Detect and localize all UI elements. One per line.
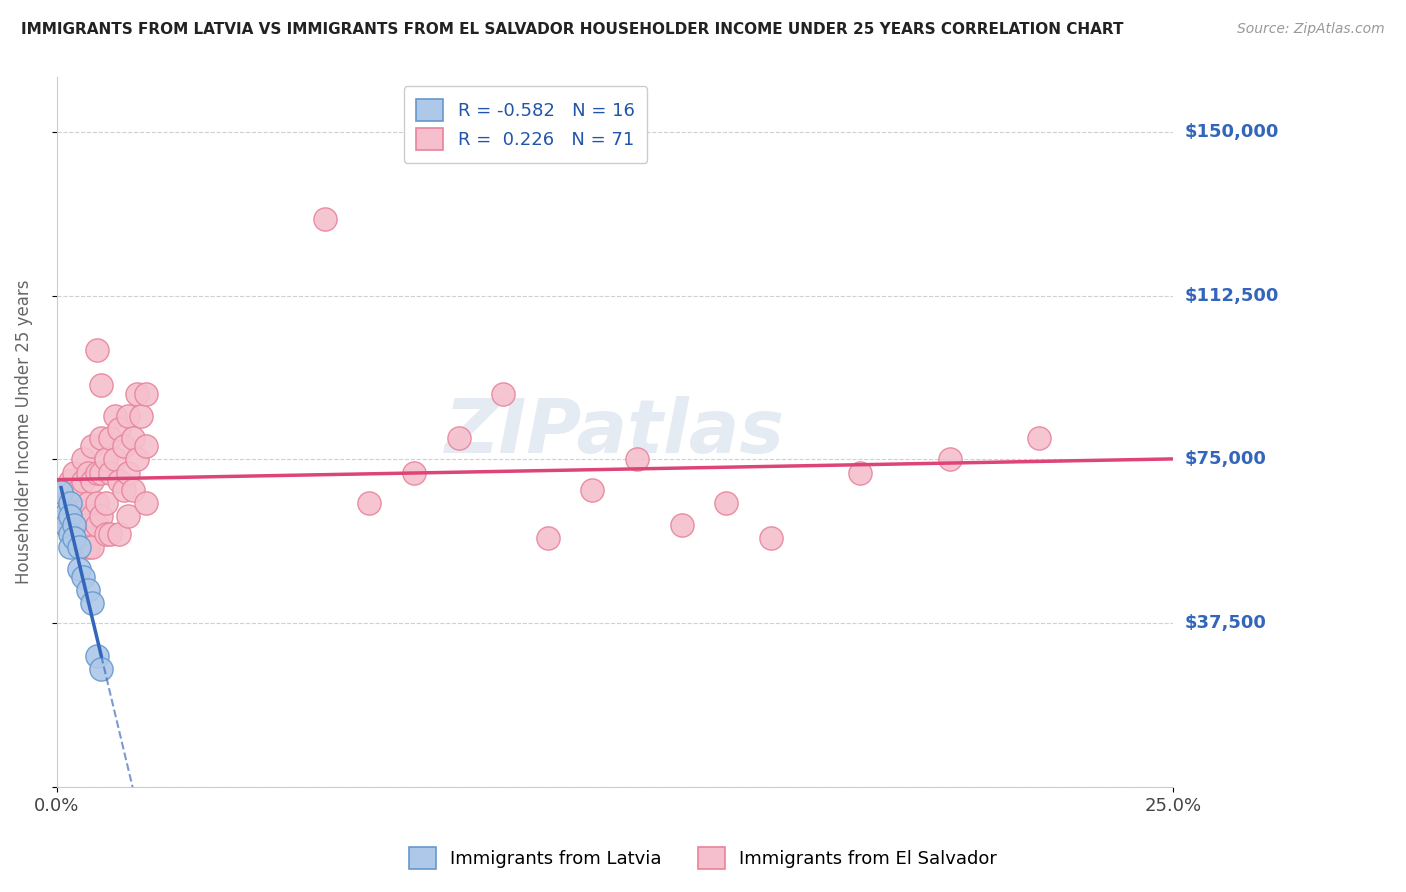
Point bbox=[359, 496, 381, 510]
Point bbox=[63, 466, 86, 480]
Point bbox=[90, 509, 112, 524]
Point bbox=[447, 431, 470, 445]
Point bbox=[59, 540, 82, 554]
Point bbox=[112, 483, 135, 497]
Point bbox=[117, 466, 139, 480]
Point bbox=[59, 517, 82, 532]
Point bbox=[759, 531, 782, 545]
Point bbox=[59, 509, 82, 524]
Text: ZIPatlas: ZIPatlas bbox=[444, 396, 785, 468]
Point bbox=[63, 531, 86, 545]
Point bbox=[63, 531, 86, 545]
Text: IMMIGRANTS FROM LATVIA VS IMMIGRANTS FROM EL SALVADOR HOUSEHOLDER INCOME UNDER 2: IMMIGRANTS FROM LATVIA VS IMMIGRANTS FRO… bbox=[21, 22, 1123, 37]
Point bbox=[104, 452, 127, 467]
Point bbox=[67, 509, 90, 524]
Point bbox=[76, 517, 98, 532]
Point bbox=[121, 483, 143, 497]
Point bbox=[671, 517, 693, 532]
Point bbox=[72, 526, 94, 541]
Point bbox=[55, 517, 77, 532]
Point bbox=[59, 496, 82, 510]
Point bbox=[1028, 431, 1050, 445]
Point bbox=[125, 452, 148, 467]
Point bbox=[86, 496, 108, 510]
Point bbox=[94, 526, 117, 541]
Point bbox=[67, 561, 90, 575]
Point bbox=[98, 526, 121, 541]
Point bbox=[76, 466, 98, 480]
Point bbox=[86, 466, 108, 480]
Point bbox=[849, 466, 872, 480]
Point bbox=[581, 483, 603, 497]
Point bbox=[67, 531, 90, 545]
Point bbox=[63, 483, 86, 497]
Point bbox=[108, 526, 131, 541]
Point bbox=[135, 496, 157, 510]
Point bbox=[82, 509, 104, 524]
Point bbox=[90, 662, 112, 676]
Point bbox=[121, 431, 143, 445]
Legend: R = -0.582   N = 16, R =  0.226   N = 71: R = -0.582 N = 16, R = 0.226 N = 71 bbox=[404, 87, 647, 163]
Point bbox=[86, 517, 108, 532]
Legend: Immigrants from Latvia, Immigrants from El Salvador: Immigrants from Latvia, Immigrants from … bbox=[399, 838, 1007, 879]
Point bbox=[67, 483, 90, 497]
Point bbox=[117, 509, 139, 524]
Point bbox=[135, 387, 157, 401]
Point bbox=[59, 475, 82, 489]
Point bbox=[82, 475, 104, 489]
Point bbox=[49, 485, 72, 500]
Point bbox=[59, 496, 82, 510]
Point bbox=[94, 452, 117, 467]
Text: $112,500: $112,500 bbox=[1184, 286, 1278, 305]
Point bbox=[626, 452, 648, 467]
Point bbox=[55, 496, 77, 510]
Point bbox=[125, 387, 148, 401]
Point bbox=[108, 422, 131, 436]
Point bbox=[94, 496, 117, 510]
Point bbox=[55, 517, 77, 532]
Point bbox=[72, 475, 94, 489]
Point bbox=[938, 452, 960, 467]
Text: $75,000: $75,000 bbox=[1184, 450, 1265, 468]
Point bbox=[90, 431, 112, 445]
Point bbox=[67, 540, 90, 554]
Point bbox=[402, 466, 425, 480]
Point bbox=[98, 466, 121, 480]
Point bbox=[108, 475, 131, 489]
Point bbox=[112, 439, 135, 453]
Point bbox=[72, 452, 94, 467]
Point bbox=[72, 570, 94, 584]
Point bbox=[90, 378, 112, 392]
Point bbox=[76, 583, 98, 598]
Point bbox=[104, 409, 127, 423]
Point bbox=[76, 496, 98, 510]
Point bbox=[135, 439, 157, 453]
Point bbox=[59, 526, 82, 541]
Text: Source: ZipAtlas.com: Source: ZipAtlas.com bbox=[1237, 22, 1385, 37]
Point bbox=[82, 597, 104, 611]
Point bbox=[131, 409, 153, 423]
Point bbox=[86, 648, 108, 663]
Y-axis label: Householder Income Under 25 years: Householder Income Under 25 years bbox=[15, 280, 32, 584]
Point bbox=[76, 540, 98, 554]
Point bbox=[82, 540, 104, 554]
Point bbox=[492, 387, 515, 401]
Point bbox=[117, 409, 139, 423]
Point bbox=[98, 431, 121, 445]
Point bbox=[72, 509, 94, 524]
Text: $150,000: $150,000 bbox=[1184, 123, 1278, 141]
Point bbox=[90, 466, 112, 480]
Point bbox=[82, 439, 104, 453]
Point bbox=[63, 509, 86, 524]
Point bbox=[314, 212, 336, 227]
Point bbox=[716, 496, 738, 510]
Point bbox=[86, 343, 108, 358]
Text: $37,500: $37,500 bbox=[1184, 614, 1265, 632]
Point bbox=[537, 531, 560, 545]
Point bbox=[63, 517, 86, 532]
Point bbox=[55, 507, 77, 521]
